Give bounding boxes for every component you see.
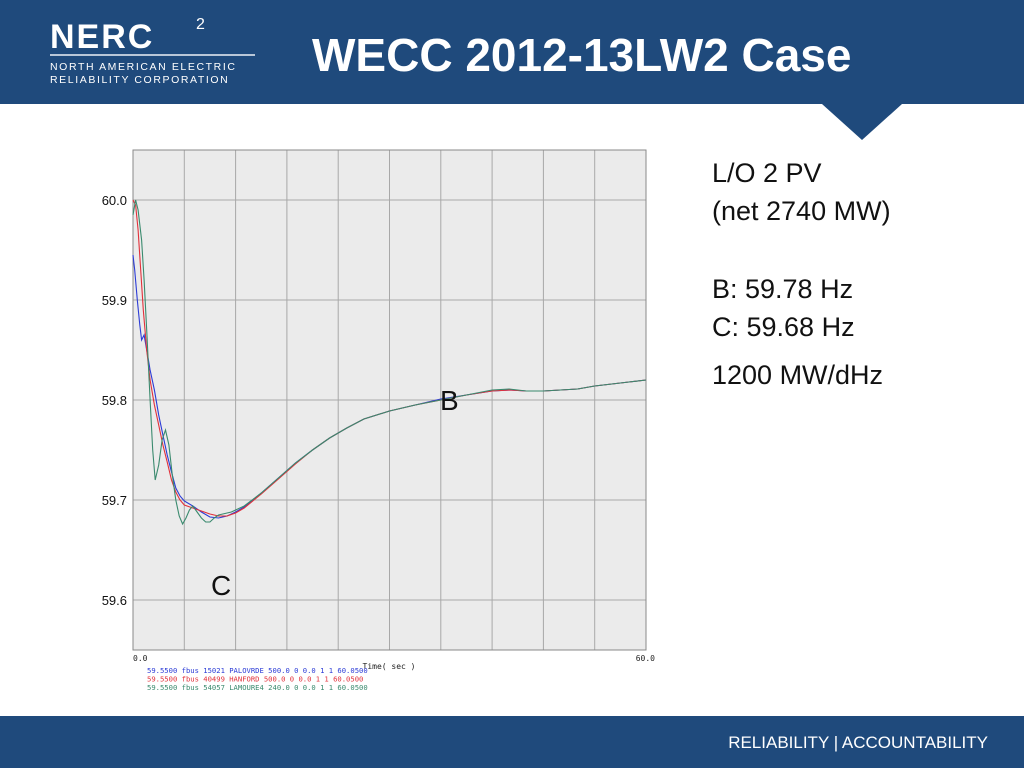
y-tick-label: 60.0 xyxy=(102,193,127,208)
legend-entry: 59.5500 fbus 54057 LAMOURE4 240.0 0 0.0 … xyxy=(147,683,368,692)
slide-title: WECC 2012-13LW2 Case xyxy=(312,29,852,81)
x-tick-label: 60.0 xyxy=(636,654,655,663)
x-axis-label: Time( sec ) xyxy=(363,662,416,671)
plot-border xyxy=(132,149,647,651)
logo-rule xyxy=(50,54,255,56)
legend-entry: 59.5500 fbus 40499 HANFORD 500.0 0 0.0 1… xyxy=(147,675,363,684)
note-line-3: B: 59.78 Hz xyxy=(712,274,854,304)
annotation-label-c: C xyxy=(211,570,231,601)
annotation-label-b: B xyxy=(440,385,459,416)
y-tick-label: 59.9 xyxy=(102,293,127,308)
x-tick-label: 0.0 xyxy=(133,654,148,663)
note-line-5: 1200 MW/dHz xyxy=(712,360,884,390)
logo-line-1: NORTH AMERICAN ELECTRIC xyxy=(50,61,237,73)
header-bar: NERC NORTH AMERICAN ELECTRIC RELIABILITY… xyxy=(0,0,1024,104)
note-line-4: C: 59.68 Hz xyxy=(712,312,855,342)
note-spacer xyxy=(712,230,1012,270)
note-line-1: L/O 2 PV xyxy=(712,158,822,188)
y-tick-label: 59.6 xyxy=(102,593,127,608)
footer-tagline: RELIABILITY | ACCOUNTABILITY xyxy=(728,733,988,752)
nerc-logo: NERC NORTH AMERICAN ELECTRIC RELIABILITY… xyxy=(50,18,260,88)
page-number: 2 xyxy=(196,16,205,33)
note-line-2: (net 2740 MW) xyxy=(712,196,891,226)
frequency-chart: 60.0 59.9 59.8 59.7 59.6 0.0 60.0 Time( sec ) B C… xyxy=(102,149,655,692)
logo-wordmark: NERC xyxy=(50,18,155,56)
notes-panel: L/O 2 PV (net 2740 MW) B: 59.78 Hz C: 59… xyxy=(712,154,1012,394)
y-tick-label: 59.8 xyxy=(102,393,127,408)
series-line-3 xyxy=(132,199,647,526)
header-notch xyxy=(822,104,902,140)
logo-line-2: RELIABILITY CORPORATION xyxy=(50,74,230,86)
note-spacer-2 xyxy=(712,346,1012,356)
legend-entry: 59.5500 fbus 15021 PALOVRDE 500.0 0 0.0 … xyxy=(147,666,368,675)
y-tick-label: 59.7 xyxy=(102,493,127,508)
footer-bar: RELIABILITY | ACCOUNTABILITY xyxy=(0,716,1024,768)
